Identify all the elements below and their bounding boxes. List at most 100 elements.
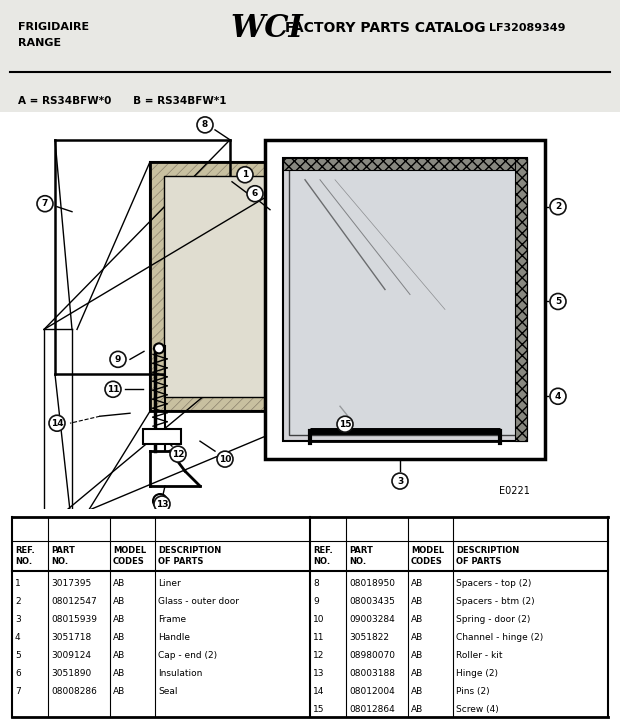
Circle shape — [392, 473, 408, 489]
Text: 5: 5 — [555, 297, 561, 306]
Text: Spring - door (2): Spring - door (2) — [456, 615, 530, 624]
Circle shape — [110, 352, 126, 367]
Text: AB: AB — [113, 669, 125, 678]
Circle shape — [550, 294, 566, 310]
Text: 3: 3 — [15, 615, 20, 624]
Text: 12: 12 — [313, 651, 324, 660]
Text: 15: 15 — [313, 705, 324, 714]
Circle shape — [154, 496, 170, 512]
Text: Roller - kit: Roller - kit — [456, 651, 502, 660]
Text: AB: AB — [411, 615, 423, 624]
Text: MODEL
CODES: MODEL CODES — [411, 547, 444, 566]
Text: AB: AB — [113, 633, 125, 642]
Circle shape — [197, 117, 213, 133]
Text: 08003188: 08003188 — [349, 669, 395, 678]
Text: Insulation: Insulation — [158, 669, 202, 678]
Text: DESCRIPTION
OF PARTS: DESCRIPTION OF PARTS — [456, 547, 520, 566]
Text: 10: 10 — [313, 615, 324, 624]
Text: 12: 12 — [172, 450, 184, 458]
Text: 11: 11 — [313, 633, 324, 642]
Text: 6: 6 — [15, 669, 20, 678]
Text: FRIGIDAIRE: FRIGIDAIRE — [18, 22, 89, 32]
Text: AB: AB — [113, 687, 125, 696]
Text: 08012547: 08012547 — [51, 597, 97, 606]
Text: AB: AB — [411, 687, 423, 696]
Text: Seal: Seal — [158, 687, 177, 696]
Text: Glass - outer door: Glass - outer door — [158, 597, 239, 606]
Text: AB: AB — [411, 651, 423, 660]
Text: 2: 2 — [555, 202, 561, 212]
Text: 14: 14 — [51, 419, 63, 427]
FancyBboxPatch shape — [0, 509, 620, 722]
Polygon shape — [164, 175, 311, 397]
Text: 3009124: 3009124 — [51, 651, 91, 660]
Text: Liner: Liner — [158, 579, 181, 588]
Text: 3051822: 3051822 — [349, 633, 389, 642]
Text: AB: AB — [411, 579, 423, 588]
Text: E0221: E0221 — [499, 486, 530, 496]
Text: Frame: Frame — [158, 615, 186, 624]
Text: AB: AB — [411, 633, 423, 642]
Text: 5: 5 — [15, 651, 20, 660]
Text: Pins (2): Pins (2) — [456, 687, 490, 696]
Polygon shape — [283, 158, 527, 170]
Circle shape — [37, 196, 53, 212]
Text: 3017395: 3017395 — [51, 579, 91, 588]
Text: 11: 11 — [107, 385, 119, 393]
Text: 6: 6 — [252, 189, 258, 199]
Text: 1: 1 — [242, 170, 248, 179]
Text: A = RS34BFW*0      B = RS34BFW*1: A = RS34BFW*0 B = RS34BFW*1 — [18, 96, 226, 106]
Text: PART
NO.: PART NO. — [349, 547, 373, 566]
Circle shape — [337, 416, 353, 432]
Circle shape — [105, 381, 121, 397]
Circle shape — [550, 199, 566, 214]
Text: AB: AB — [411, 597, 423, 606]
Text: Spacers - btm (2): Spacers - btm (2) — [456, 597, 534, 606]
Bar — [143, 429, 181, 444]
Polygon shape — [289, 164, 521, 435]
Circle shape — [247, 186, 263, 201]
Polygon shape — [265, 140, 545, 459]
Polygon shape — [515, 158, 527, 441]
Text: 8: 8 — [313, 579, 319, 588]
Text: 13: 13 — [156, 500, 168, 508]
Text: AB: AB — [113, 651, 125, 660]
Text: REF.
NO.: REF. NO. — [15, 547, 35, 566]
Text: 2: 2 — [15, 597, 20, 606]
Text: 8: 8 — [202, 121, 208, 129]
Text: RANGE: RANGE — [18, 38, 61, 48]
Text: 3051890: 3051890 — [51, 669, 91, 678]
Text: 08012004: 08012004 — [349, 687, 395, 696]
Text: 7: 7 — [42, 199, 48, 208]
Text: FACTORY PARTS CATALOG: FACTORY PARTS CATALOG — [285, 21, 485, 35]
Text: 08008286: 08008286 — [51, 687, 97, 696]
Text: 08018950: 08018950 — [349, 579, 395, 588]
Text: AB: AB — [113, 597, 125, 606]
Text: 09003284: 09003284 — [349, 615, 395, 624]
Text: AB: AB — [411, 705, 423, 714]
Circle shape — [170, 446, 186, 462]
Circle shape — [550, 388, 566, 404]
Text: REF.
NO.: REF. NO. — [313, 547, 333, 566]
Text: PART
NO.: PART NO. — [51, 547, 75, 566]
Text: MODEL
CODES: MODEL CODES — [113, 547, 146, 566]
Text: 15: 15 — [339, 419, 352, 429]
Text: Handle: Handle — [158, 633, 190, 642]
Text: LF32089349: LF32089349 — [489, 23, 565, 33]
Text: WCI: WCI — [230, 12, 303, 43]
Text: 08980070: 08980070 — [349, 651, 395, 660]
Text: Spacers - top (2): Spacers - top (2) — [456, 579, 531, 588]
Text: Cap - end (2): Cap - end (2) — [158, 651, 217, 660]
Text: 1: 1 — [15, 579, 20, 588]
Text: Channel - hinge (2): Channel - hinge (2) — [456, 633, 543, 642]
Text: 4: 4 — [15, 633, 20, 642]
Text: 08003435: 08003435 — [349, 597, 395, 606]
Text: 4: 4 — [555, 392, 561, 401]
Text: Hinge (2): Hinge (2) — [456, 669, 498, 678]
Text: 3: 3 — [397, 477, 403, 486]
Circle shape — [49, 415, 65, 431]
FancyBboxPatch shape — [0, 112, 620, 509]
Text: AB: AB — [411, 669, 423, 678]
Text: 3051718: 3051718 — [51, 633, 91, 642]
Text: 08012864: 08012864 — [349, 705, 395, 714]
